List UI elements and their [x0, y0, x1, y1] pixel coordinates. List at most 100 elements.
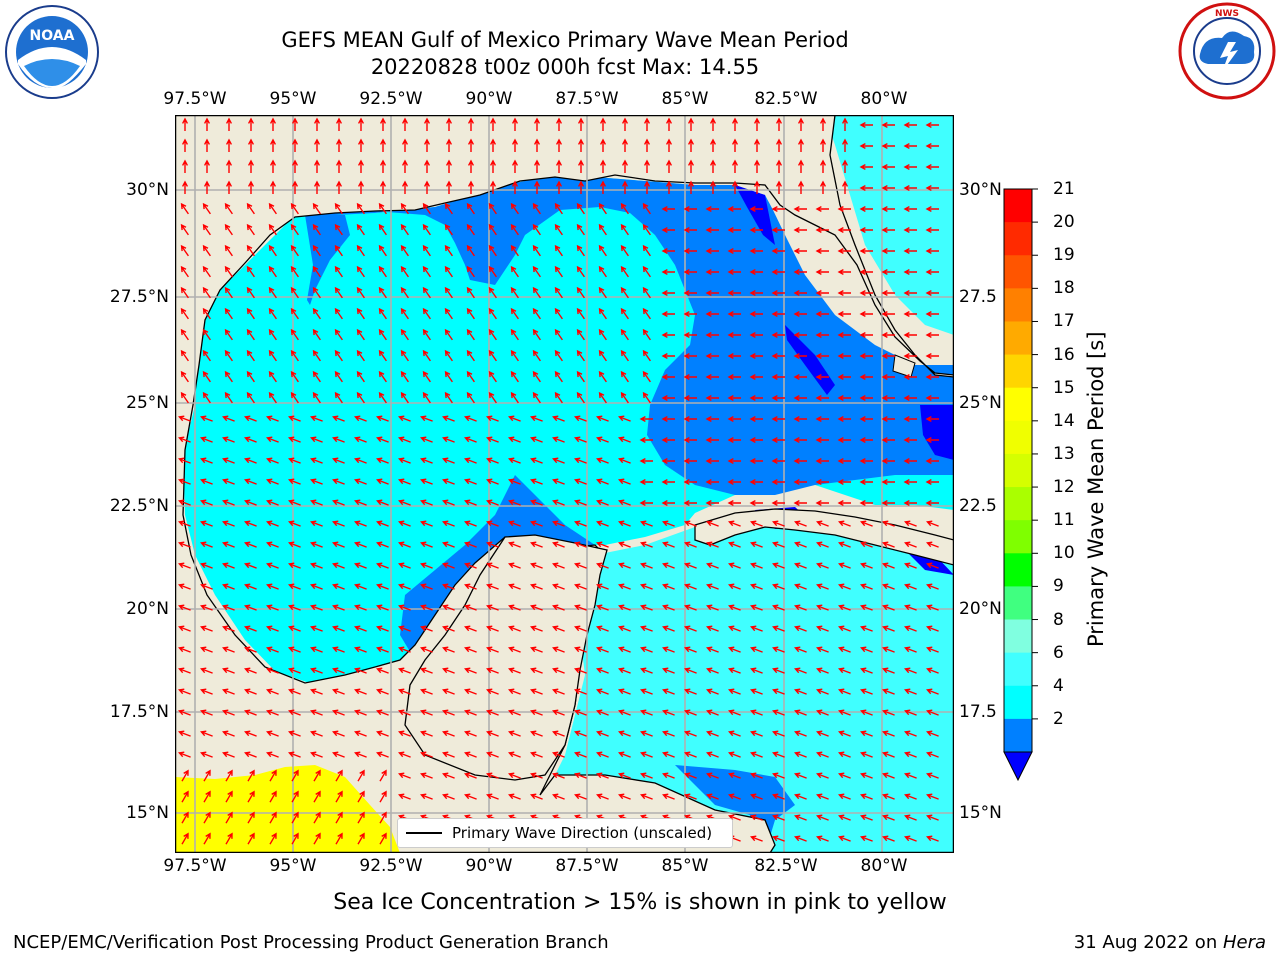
lat-tick-left: 30°N — [126, 180, 169, 200]
wave-arrow — [618, 793, 631, 800]
wave-arrow — [354, 583, 367, 590]
wave-arrow — [705, 436, 719, 444]
wave-arrow — [705, 457, 719, 465]
wave-arrow — [904, 730, 917, 737]
wave-arrow — [882, 814, 895, 821]
wave-arrow — [620, 223, 629, 236]
wave-arrow — [771, 457, 785, 465]
wave-arrow — [466, 349, 475, 362]
wave-arrow — [882, 709, 895, 716]
wave-arrow — [904, 772, 917, 779]
wave-arrow — [202, 286, 211, 299]
wave-arrow — [247, 159, 255, 173]
wave-arrow — [310, 625, 323, 632]
wave-arrow — [530, 415, 543, 422]
wave-arrow — [772, 625, 785, 632]
wave-arrow — [530, 646, 543, 653]
wave-arrow — [530, 583, 543, 590]
wave-arrow — [423, 180, 431, 194]
wave-arrow — [797, 180, 805, 194]
wave-arrow — [554, 307, 563, 320]
wave-arrow — [838, 709, 851, 716]
wave-arrow — [882, 625, 895, 632]
wave-arrow — [178, 457, 191, 464]
wave-arrow — [621, 180, 629, 194]
wave-arrow — [200, 730, 213, 737]
wave-arrow — [728, 688, 741, 695]
wave-arrow — [860, 835, 873, 842]
wave-arrow — [266, 478, 279, 485]
wave-arrow — [400, 349, 409, 362]
wave-arrow — [488, 328, 497, 341]
wave-arrow — [925, 289, 939, 297]
wave-arrow — [904, 751, 917, 758]
wave-arrow — [464, 541, 477, 548]
colorbar-frame — [1003, 188, 1033, 753]
wave-arrow — [881, 184, 895, 192]
wave-arrow — [378, 391, 387, 404]
wave-arrow — [178, 541, 191, 548]
wave-arrow — [598, 244, 607, 257]
wave-arrow — [554, 286, 563, 299]
wave-arrow — [925, 121, 939, 129]
wave-arrow — [683, 331, 697, 339]
wave-arrow — [772, 688, 785, 695]
wave-arrow — [574, 520, 587, 527]
wave-arrow — [357, 790, 365, 803]
wave-arrow — [511, 159, 519, 173]
wave-arrow — [332, 478, 345, 485]
wave-arrow — [837, 415, 851, 423]
wave-arrow — [926, 730, 939, 737]
wave-arrow — [816, 730, 829, 737]
wave-arrow — [376, 604, 389, 611]
wave-arrow — [222, 478, 235, 485]
lon-tick-top: 87.5°W — [555, 89, 619, 109]
wave-arrow — [750, 667, 763, 674]
wave-arrow — [816, 562, 829, 569]
wave-arrow — [687, 117, 695, 131]
wave-arrow — [422, 244, 431, 257]
wave-arrow — [599, 180, 607, 194]
wave-arrow — [639, 478, 653, 486]
wave-arrow — [247, 811, 255, 824]
wave-arrow — [486, 520, 499, 527]
wave-arrow — [749, 499, 763, 507]
wave-arrow — [420, 772, 433, 779]
wave-arrow — [486, 772, 499, 779]
wave-arrow — [684, 709, 697, 716]
wave-arrow — [618, 604, 631, 611]
wave-arrow — [530, 478, 543, 485]
wave-arrow — [859, 247, 873, 255]
wave-arrow — [596, 667, 609, 674]
wave-arrow — [596, 646, 609, 653]
wave-arrow — [354, 667, 367, 674]
wave-arrow — [246, 370, 255, 383]
wave-arrow — [621, 117, 629, 131]
wave-arrow — [620, 286, 629, 299]
wave-arrow — [379, 180, 387, 194]
wave-arrow — [244, 520, 257, 527]
wave-arrow — [598, 307, 607, 320]
wave-arrow — [816, 646, 829, 653]
wave-arrow — [224, 307, 233, 320]
wave-arrow — [749, 436, 763, 444]
wave-arrow — [687, 159, 695, 173]
wave-arrow — [376, 436, 389, 443]
wave-arrow — [532, 391, 541, 404]
wave-arrow — [815, 415, 829, 423]
wave-arrow — [841, 138, 849, 152]
wave-arrow — [489, 138, 497, 152]
wave-arrow — [837, 499, 851, 507]
wave-arrow — [771, 310, 785, 318]
wave-arrow — [684, 562, 697, 569]
wave-arrow — [401, 159, 409, 173]
wave-arrow — [508, 415, 521, 422]
wave-arrow — [705, 331, 719, 339]
wave-arrow — [903, 163, 917, 171]
wave-arrow — [200, 499, 213, 506]
wave-arrow — [576, 244, 585, 257]
wave-arrow — [266, 562, 279, 569]
wave-arrow — [420, 646, 433, 653]
wave-arrow — [841, 117, 849, 131]
wave-arrow — [420, 625, 433, 632]
